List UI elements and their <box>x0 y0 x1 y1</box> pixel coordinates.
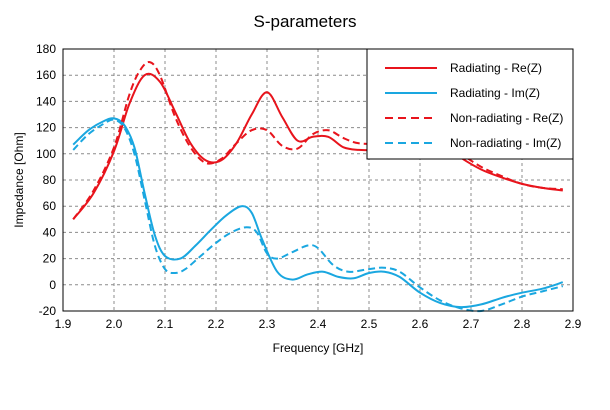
chart-title: S-parameters <box>254 12 357 31</box>
x-tick-label: 2.3 <box>259 317 276 331</box>
x-tick-label: 2.7 <box>463 317 480 331</box>
x-tick-label: 2.6 <box>412 317 429 331</box>
y-tick-label: 60 <box>43 199 57 213</box>
series-line-radiating-im-z <box>72 117 564 309</box>
y-tick-label: 160 <box>36 68 56 82</box>
series-line-non-radiating-im-z <box>72 118 564 313</box>
x-tick-label: 2.0 <box>106 317 123 331</box>
legend-label-radiating-re-z: Radiating - Re(Z) <box>450 61 542 75</box>
y-tick-label: -20 <box>39 304 57 318</box>
x-tick-label: 2.2 <box>208 317 225 331</box>
y-tick-label: 100 <box>36 147 56 161</box>
x-tick-label: 2.9 <box>565 317 582 331</box>
legend-label-non-radiating-im-z: Non-radiating - Im(Z) <box>450 136 561 150</box>
axis-ticks: 1.9 2.0 2.1 2.2 2.3 2.4 2.5 2.6 2.7 2.8 2.9 -20 0 20 4… <box>36 42 582 331</box>
x-tick-label: 2.1 <box>157 317 174 331</box>
x-tick-label: 1.9 <box>55 317 72 331</box>
legend: Radiating - Re(Z) Radiating - Im(Z) Non-ra… <box>366 48 574 160</box>
x-tick-label: 2.5 <box>361 317 378 331</box>
y-tick-label: 180 <box>36 42 56 56</box>
x-axis-label: Frequency [GHz] <box>273 341 364 355</box>
y-tick-label: 0 <box>49 278 56 292</box>
y-tick-label: 140 <box>36 94 56 108</box>
y-tick-label: 80 <box>43 173 57 187</box>
y-tick-label: 20 <box>43 252 57 266</box>
y-tick-label: 40 <box>43 225 57 239</box>
y-tick-label: 120 <box>36 121 56 135</box>
series-line-radiating-re-z <box>72 72 563 220</box>
plot-frame <box>62 48 574 312</box>
legend-label-radiating-im-z: Radiating - Im(Z) <box>450 86 540 100</box>
x-tick-label: 2.4 <box>310 317 327 331</box>
x-tick-label: 2.8 <box>514 317 531 331</box>
legend-label-non-radiating-re-z: Non-radiating - Re(Z) <box>450 111 563 125</box>
y-axis-label: Impedance [Ohm] <box>12 132 26 227</box>
